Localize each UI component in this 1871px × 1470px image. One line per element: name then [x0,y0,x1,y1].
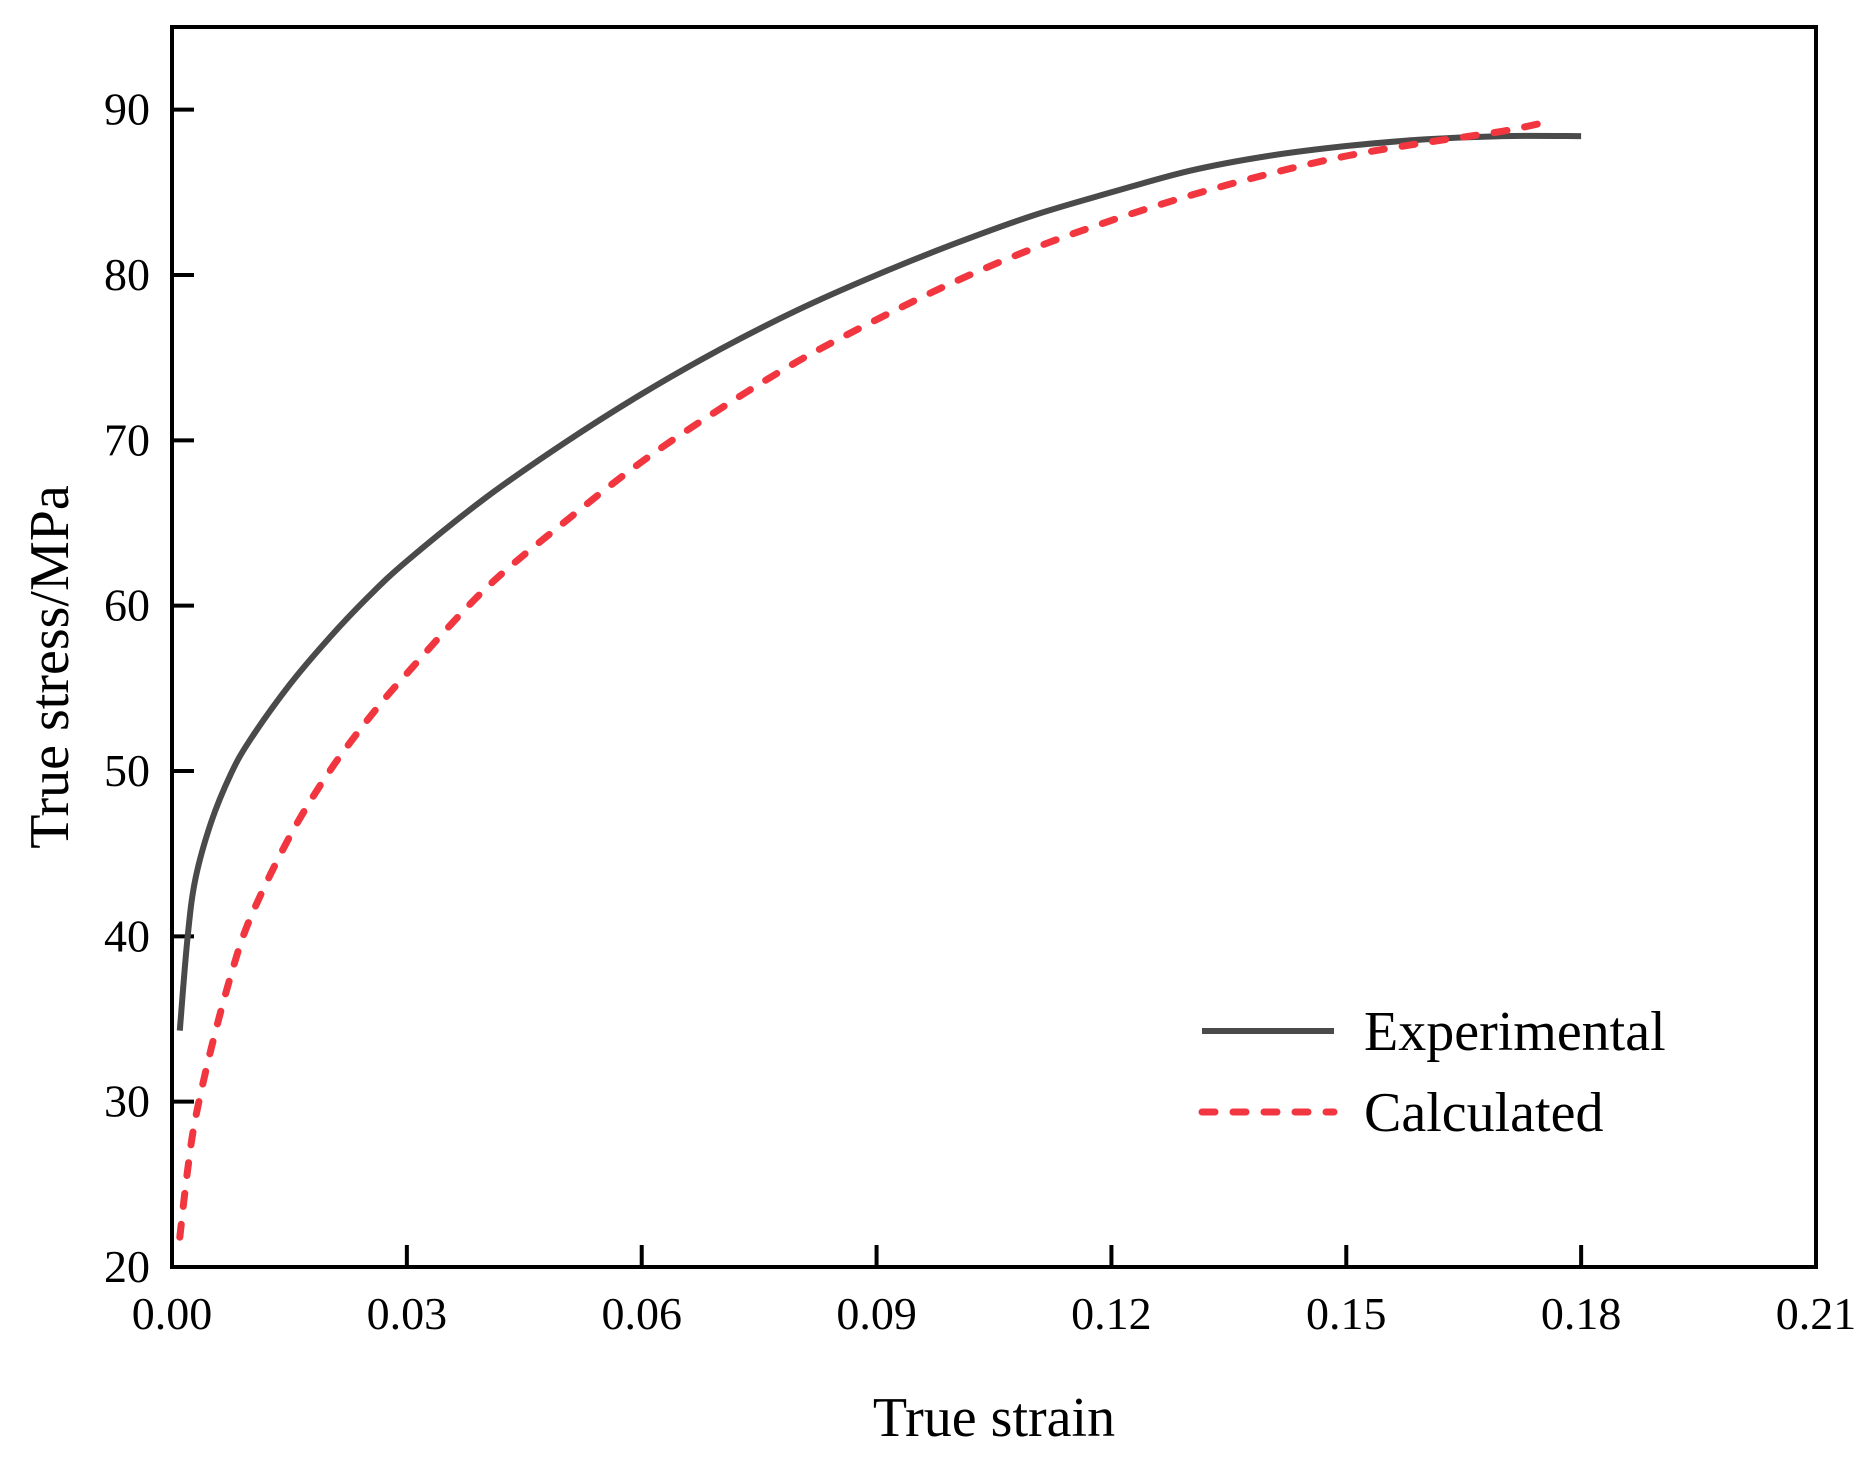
x-tick-label: 0.15 [1306,1288,1387,1339]
y-tick-label: 60 [104,580,150,631]
series-line-experimental [176,132,1582,1031]
y-axis-ticks: 20 30 40 50 60 70 80 90 [104,84,194,1292]
plot-frame [170,25,1818,1269]
x-tick-label: 0.00 [132,1288,213,1339]
y-tick-label: 40 [104,910,150,961]
series-line-calculated [176,117,1554,1241]
x-tick-label: 0.12 [1071,1288,1152,1339]
y-tick-label: 30 [104,1076,150,1127]
x-tick-label: 0.21 [1776,1288,1857,1339]
x-tick-label: 0.03 [367,1288,448,1339]
legend-label-experimental: Experimental [1364,1001,1666,1063]
y-tick-label: 20 [104,1241,150,1292]
series-layer [176,117,1582,1241]
x-tick-label: 0.09 [836,1288,917,1339]
y-tick-label: 90 [104,84,150,135]
y-tick-label: 70 [104,414,150,465]
legend: Experimental Calculated [1198,1001,1666,1144]
y-axis-title: True stress/MPa [19,485,81,849]
x-axis-ticks: 0.00 0.03 0.06 0.09 0.12 0.15 0.18 0.21 [132,1245,1857,1339]
x-tick-label: 0.06 [601,1288,682,1339]
y-tick-label: 80 [104,249,150,300]
x-axis-title: True strain [873,1387,1115,1449]
x-tick-label: 0.18 [1541,1288,1622,1339]
y-tick-label: 50 [104,745,150,796]
legend-label-calculated: Calculated [1364,1082,1603,1144]
